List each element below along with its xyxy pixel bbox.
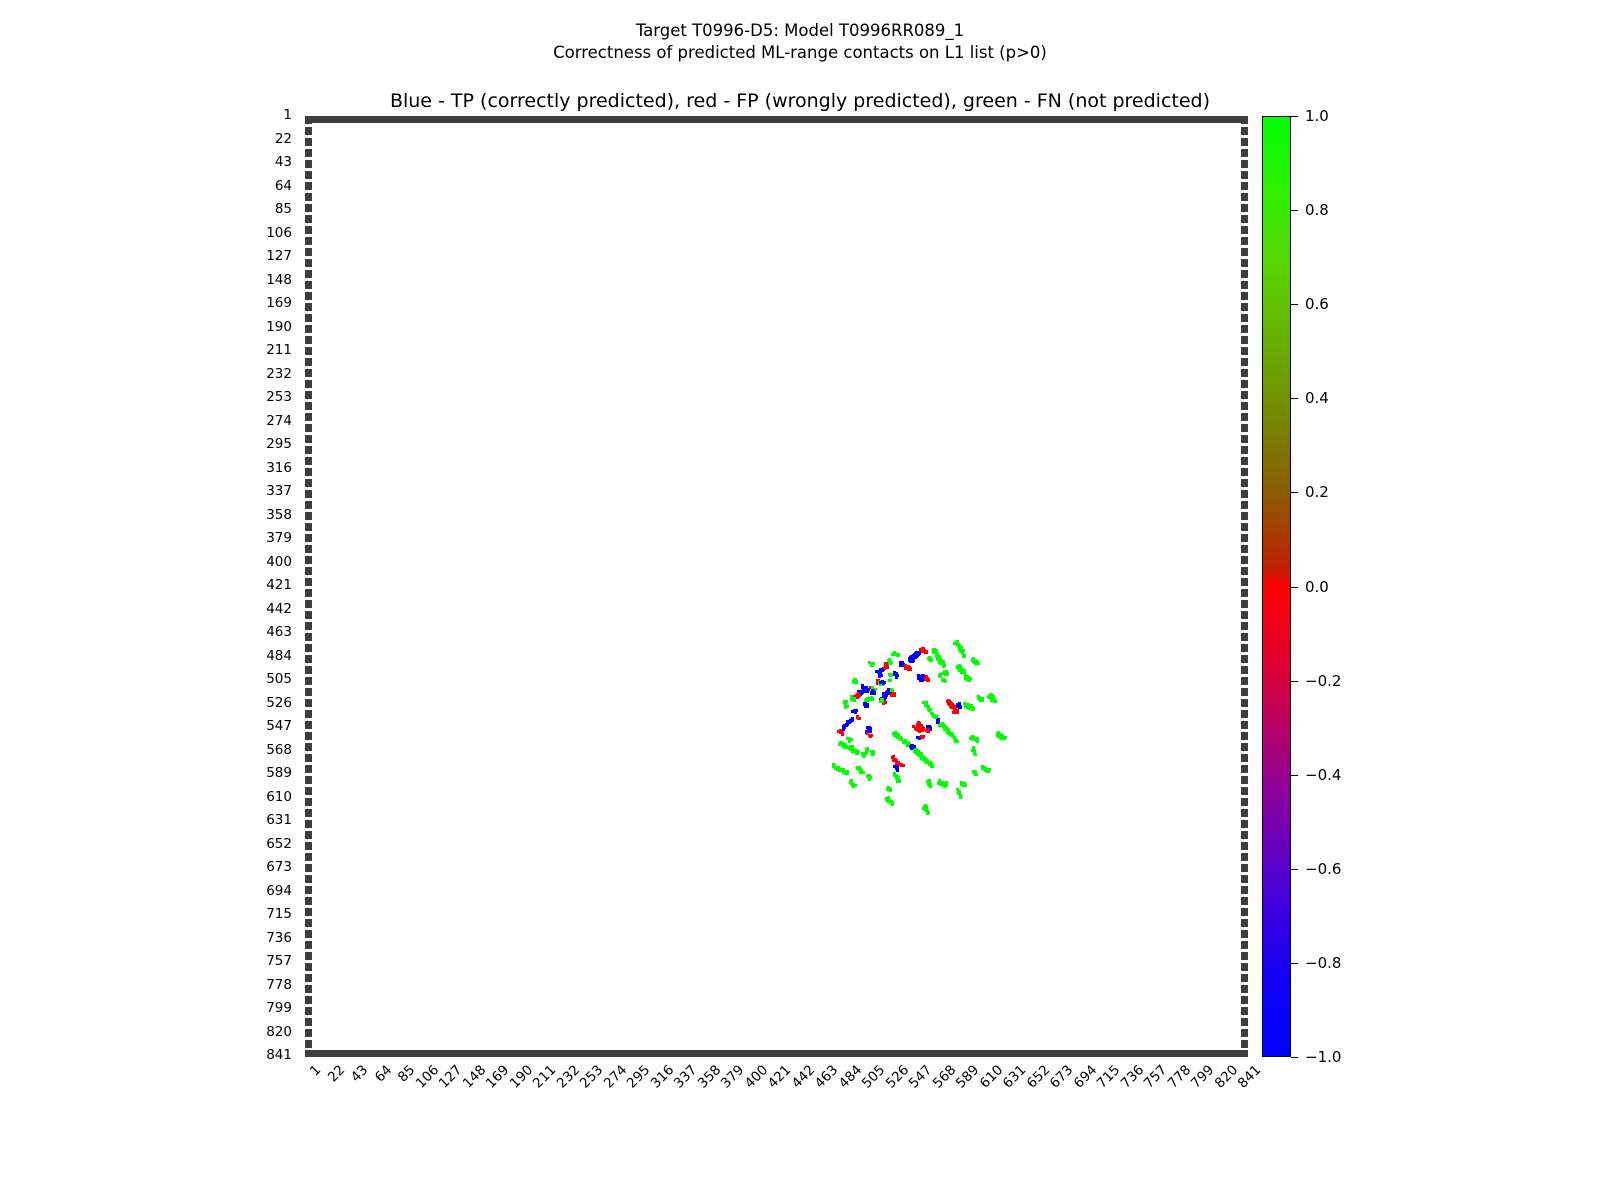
colorbar-tick	[1291, 116, 1298, 117]
y-tick-label: 463	[266, 624, 292, 640]
y-tick-label: 568	[266, 741, 292, 758]
axis-spine-top	[305, 116, 1248, 123]
y-tick-label: 631	[266, 812, 292, 828]
axis-spine-bottom	[305, 1050, 1248, 1057]
y-tick-label: 85	[274, 201, 292, 217]
y-tick-label: 652	[266, 835, 292, 852]
colorbar-tick-label: 0.6	[1305, 295, 1329, 314]
colorbar-gradient	[1262, 116, 1291, 1057]
y-tick-label: 799	[266, 1000, 292, 1016]
y-tick-label: 43	[274, 154, 292, 170]
axis-corner-br	[1241, 1050, 1248, 1057]
y-tick-label: 547	[266, 718, 292, 734]
y-tick-label: 169	[266, 295, 292, 311]
colorbar-tick	[1291, 304, 1298, 306]
colorbar-tick-label: −0.4	[1305, 765, 1342, 784]
y-tick-label: 337	[266, 483, 292, 499]
chart-legend-text: Blue - TP (correctly predicted), red - F…	[389, 90, 1211, 112]
y-tick-label: 274	[266, 412, 292, 429]
y-tick-label: 253	[266, 389, 292, 405]
y-tick-label: 778	[266, 976, 292, 993]
y-tick-label: 1	[283, 107, 292, 123]
y-tick-label: 358	[266, 506, 292, 523]
y-tick-label: 820	[266, 1023, 292, 1040]
y-tick-label: 232	[266, 365, 292, 382]
y-tick-label: 148	[266, 271, 292, 288]
colorbar-tick-label: −0.6	[1305, 859, 1342, 878]
chart-title: Target T0996-D5: Model T0996RR089_1 Corr…	[0, 20, 1600, 65]
colorbar-tick-label: 1.0	[1305, 107, 1329, 125]
colorbar-tick	[1291, 586, 1298, 588]
y-tick-label: 22	[274, 130, 292, 147]
y-tick-label: 589	[266, 765, 292, 781]
y-tick-label: 106	[266, 224, 292, 241]
axis-spine-left	[305, 116, 312, 1057]
colorbar-tick	[1291, 492, 1298, 494]
colorbar-tick-label: 0.0	[1305, 577, 1329, 596]
colorbar-tick-label: 0.8	[1305, 201, 1329, 220]
y-tick-label: 673	[266, 859, 292, 875]
colorbar-tick	[1291, 398, 1298, 400]
axis-corner-bl	[305, 1050, 312, 1057]
colorbar-tick	[1291, 680, 1298, 682]
axis-corner-tl	[305, 116, 312, 123]
y-tick-label: 694	[266, 882, 292, 899]
contact-map-canvas	[307, 116, 1247, 1056]
y-tick-label: 610	[266, 788, 292, 805]
colorbar-tick-label: 0.2	[1305, 483, 1329, 502]
y-tick-label: 379	[266, 530, 292, 546]
y-tick-label: 841	[266, 1047, 292, 1063]
y-tick-label: 505	[266, 671, 292, 687]
colorbar-tick	[1291, 774, 1298, 776]
y-tick-label: 64	[274, 177, 292, 194]
colorbar-tick-label: −1.0	[1305, 1048, 1342, 1066]
axis-corner-tr	[1241, 116, 1248, 123]
y-tick-label: 484	[266, 647, 292, 664]
y-tick-label: 211	[266, 342, 292, 358]
y-tick-label: 127	[266, 248, 292, 264]
y-tick-label: 526	[266, 694, 292, 711]
colorbar	[1262, 116, 1291, 1057]
title-line-1: Target T0996-D5: Model T0996RR089_1	[635, 21, 965, 40]
y-tick-label: 316	[266, 459, 292, 476]
y-tick-label: 715	[266, 906, 292, 922]
y-tick-label: 442	[266, 600, 292, 617]
y-axis-tick-labels: 1 22 43 64 85 106 127 148 169 190 211 232 253 274 295 3…	[0, 0, 302, 1200]
y-tick-label: 295	[266, 436, 292, 452]
y-tick-label: 736	[266, 929, 292, 946]
y-tick-label: 190	[266, 318, 292, 335]
colorbar-tick-label: 0.4	[1305, 389, 1329, 408]
y-tick-label: 421	[266, 577, 292, 593]
colorbar-tick-label: −0.2	[1305, 671, 1342, 690]
title-line-2: Correctness of predicted ML-range contac…	[553, 43, 1047, 63]
colorbar-tick	[1291, 1057, 1298, 1058]
colorbar-tick-label: −0.8	[1305, 953, 1342, 972]
y-tick-label: 757	[266, 953, 292, 969]
colorbar-tick	[1291, 868, 1298, 870]
colorbar-tick	[1291, 962, 1298, 964]
colorbar-tick	[1291, 210, 1298, 212]
y-tick-label: 400	[266, 553, 292, 570]
axis-spine-right	[1241, 116, 1248, 1057]
